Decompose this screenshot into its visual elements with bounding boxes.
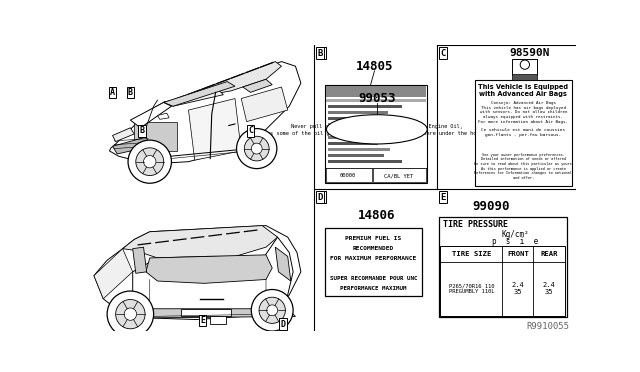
Text: B: B <box>319 193 324 202</box>
Bar <box>440 246 565 316</box>
Text: Never pull out Oil Level Gauge while Riding Engine Oil,: Never pull out Oil Level Gauge while Rid… <box>291 124 463 129</box>
Circle shape <box>107 291 154 337</box>
Polygon shape <box>243 79 272 92</box>
Text: PERFORMANCE MAXIMUM: PERFORMANCE MAXIMUM <box>340 286 406 291</box>
Text: Consejo: Advanced Air Bags
This vehicle has air bags deployed
with sensors. Do n: Consejo: Advanced Air Bags This vehicle … <box>478 101 568 124</box>
Bar <box>328 117 396 120</box>
Polygon shape <box>113 137 151 154</box>
Circle shape <box>136 148 164 176</box>
Text: B: B <box>140 126 145 135</box>
Bar <box>328 135 386 139</box>
Bar <box>513 58 537 76</box>
Text: RECOMMENDED: RECOMMENDED <box>353 246 394 251</box>
Bar <box>326 86 426 97</box>
Text: 14805: 14805 <box>356 60 393 73</box>
Text: 2.4
35: 2.4 35 <box>543 282 556 295</box>
Circle shape <box>259 297 285 323</box>
Text: FOR MAXIMUM PERFORMANCE: FOR MAXIMUM PERFORMANCE <box>330 256 417 261</box>
Circle shape <box>128 140 172 183</box>
Circle shape <box>267 305 278 316</box>
Bar <box>325 85 428 183</box>
Polygon shape <box>94 225 301 320</box>
Text: Kg/cm²: Kg/cm² <box>502 230 529 238</box>
Bar <box>328 129 392 132</box>
Text: A: A <box>319 49 324 58</box>
Polygon shape <box>241 87 288 122</box>
Bar <box>210 317 226 324</box>
Polygon shape <box>113 128 134 142</box>
Bar <box>328 154 384 157</box>
Circle shape <box>237 129 277 169</box>
Ellipse shape <box>326 115 428 144</box>
Bar <box>326 168 372 183</box>
Circle shape <box>116 299 145 329</box>
Polygon shape <box>164 62 282 102</box>
Polygon shape <box>131 102 172 128</box>
Text: REAR: REAR <box>540 251 557 257</box>
Text: A: A <box>319 49 324 58</box>
Bar <box>328 123 382 126</box>
Text: p  s  i  e: p s i e <box>492 237 539 246</box>
Polygon shape <box>180 309 231 317</box>
Polygon shape <box>123 225 278 260</box>
Text: C: C <box>248 126 253 135</box>
Text: B: B <box>128 88 133 97</box>
Text: SUPER RECOMMANDE POUR UNC: SUPER RECOMMANDE POUR UNC <box>330 276 417 281</box>
Text: See your owner performance preferences.
Detailed information of needs or offered: See your owner performance preferences. … <box>474 153 572 180</box>
Bar <box>328 148 390 151</box>
Bar <box>328 142 378 145</box>
Polygon shape <box>132 237 293 317</box>
Text: 98590N: 98590N <box>509 48 550 58</box>
Text: A: A <box>110 88 115 97</box>
Bar <box>325 228 422 296</box>
Polygon shape <box>157 113 169 119</box>
Polygon shape <box>132 309 296 318</box>
Text: PREMIUM FUEL IS: PREMIUM FUEL IS <box>345 236 401 241</box>
Text: This Vehicle Is Equipped
with Advanced Air Bags: This Vehicle Is Equipped with Advanced A… <box>478 84 568 97</box>
Polygon shape <box>164 91 223 106</box>
Text: D: D <box>317 193 323 202</box>
Bar <box>439 217 566 317</box>
Text: 99053: 99053 <box>358 92 396 105</box>
Text: E: E <box>440 193 445 202</box>
Text: E: E <box>200 316 205 325</box>
Text: C: C <box>440 49 445 58</box>
Polygon shape <box>164 81 235 106</box>
Circle shape <box>520 60 529 69</box>
Text: CA/BL YET: CA/BL YET <box>384 173 413 178</box>
Polygon shape <box>94 249 132 299</box>
Circle shape <box>124 308 136 320</box>
Polygon shape <box>189 99 241 160</box>
Text: 2.4
35: 2.4 35 <box>511 282 524 295</box>
Circle shape <box>252 143 262 154</box>
Bar <box>328 111 388 114</box>
Polygon shape <box>275 247 291 281</box>
Polygon shape <box>109 62 301 164</box>
Bar <box>326 99 426 102</box>
Circle shape <box>244 136 269 161</box>
Text: P265/70R16 110
PREGUMBLY 110L: P265/70R16 110 PREGUMBLY 110L <box>449 283 494 294</box>
Bar <box>373 168 426 183</box>
Circle shape <box>143 155 156 168</box>
Text: TIRE PRESSURE: TIRE PRESSURE <box>444 220 508 229</box>
Bar <box>328 105 402 108</box>
Text: Ce vehicule est muni de coussins
gon-flants - per-feu barsous.: Ce vehicule est muni de coussins gon-fla… <box>481 128 565 137</box>
Circle shape <box>252 289 293 331</box>
Text: R9910055: R9910055 <box>527 322 570 331</box>
Text: TIRE SIZE: TIRE SIZE <box>452 251 491 257</box>
Text: as some of the oil gauge shock could splatter anywhere under the hood.: as some of the oil gauge shock could spl… <box>268 131 486 137</box>
Text: B: B <box>319 193 324 202</box>
Text: 00000: 00000 <box>340 173 356 178</box>
Text: FRONT: FRONT <box>507 251 529 257</box>
Bar <box>134 122 177 151</box>
Text: B: B <box>317 49 323 58</box>
Polygon shape <box>132 247 147 273</box>
Bar <box>328 160 402 163</box>
Bar <box>476 80 572 186</box>
Text: D: D <box>280 320 285 328</box>
Bar <box>513 74 537 80</box>
Text: 14806: 14806 <box>358 209 396 222</box>
Text: 99090: 99090 <box>472 200 509 213</box>
Polygon shape <box>146 255 272 283</box>
